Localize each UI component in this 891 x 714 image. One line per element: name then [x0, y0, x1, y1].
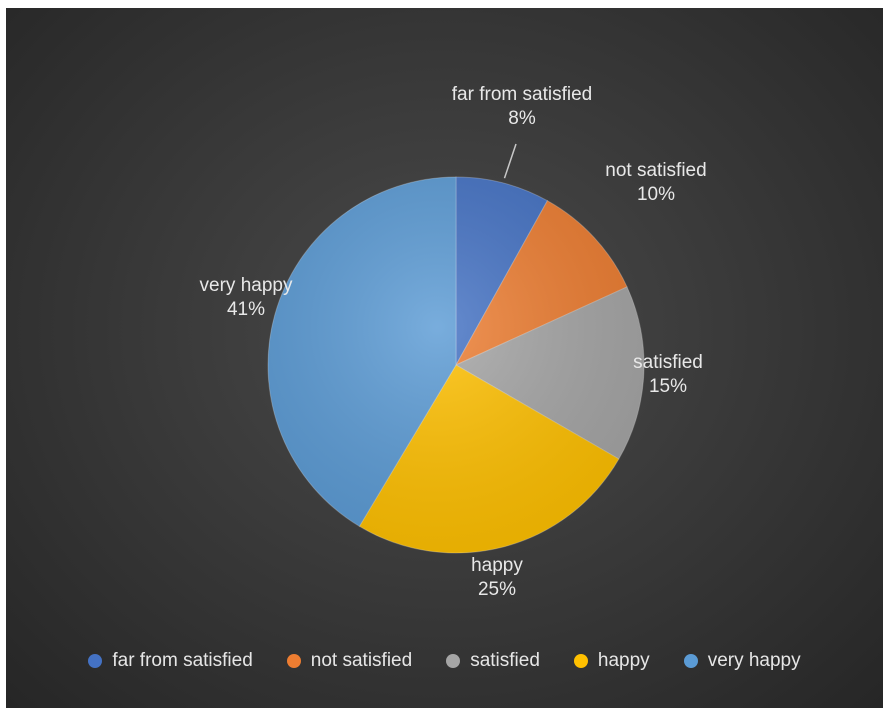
legend-marker [573, 654, 588, 668]
legend-marker [683, 654, 698, 668]
legend-label: far from satisfied [112, 650, 253, 671]
data-label-category: very happy [200, 275, 293, 296]
legend-label: not satisfied [310, 650, 413, 671]
legend-marker [88, 654, 103, 668]
data-label-category: satisfied [633, 352, 703, 373]
pie-slices [267, 176, 645, 554]
data-label-value: 25% [478, 579, 516, 600]
data-label-category: not satisfied [605, 160, 706, 181]
chart-area: far from satisfied 8% not satisfied 10% sati… [6, 8, 883, 708]
legend-item-satisfied[interactable]: satisfied [446, 650, 540, 672]
legend: far from satisfied not satisfied satisfi… [6, 646, 883, 676]
pie-data-labels: far from satisfied 8% not satisfied 10% sati… [200, 84, 707, 600]
data-label-value: 15% [649, 376, 687, 397]
leader-line [503, 143, 517, 179]
legend-item-happy[interactable]: happy [573, 650, 650, 672]
data-label-value: 10% [637, 184, 675, 205]
data-label-value: 8% [508, 108, 536, 129]
data-label-category: far from satisfied [452, 84, 592, 105]
legend-item-not-satisfied[interactable]: not satisfied [286, 650, 413, 672]
legend-label: happy [597, 650, 650, 671]
legend-item-far-from-satisfied[interactable]: far from satisfied [88, 650, 253, 672]
data-label-value: 41% [227, 299, 265, 320]
legend-label: satisfied [470, 650, 540, 671]
legend-marker [446, 654, 461, 668]
pie-chart: far from satisfied 8% not satisfied 10% sati… [200, 84, 707, 600]
legend-item-very-happy[interactable]: very happy [683, 650, 801, 672]
legend-label: very happy [707, 650, 801, 671]
data-label-category: happy [471, 555, 523, 576]
legend-marker [286, 654, 301, 668]
